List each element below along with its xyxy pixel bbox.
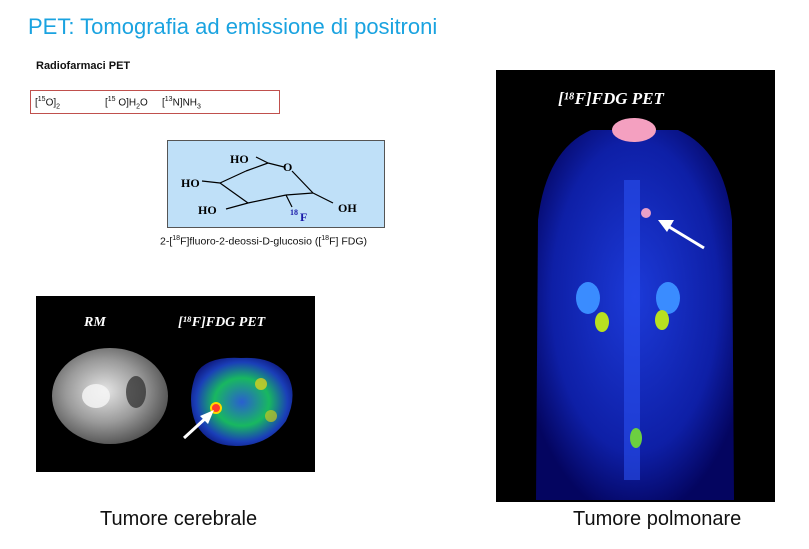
body-scan-svg: [¹⁸F]FDG PET: [536, 89, 734, 500]
brain-uptake: [612, 118, 656, 142]
ring-oxygen-label: O: [283, 160, 292, 174]
tracer-oxygen: [15O]2: [35, 96, 61, 111]
tracer-ammonia: [13N]NH3: [162, 96, 201, 111]
right-kidney-hotspot: [655, 310, 669, 330]
fdg-caption: 2-[18F]fluoro-2-deossi-D-glucosio ([18F]…: [160, 235, 367, 248]
tracer-water: [15 O]H2O: [105, 96, 148, 111]
brain-scan-svg: RM [¹⁸F]FDG PET: [52, 315, 293, 446]
lung-tumor-label: Tumore polmonare: [573, 508, 742, 530]
spine-uptake: [624, 180, 640, 480]
arrow-head-icon: [658, 220, 674, 232]
rm-label: RM: [83, 315, 106, 330]
ho-bottom-label: HO: [198, 203, 217, 217]
arrow-head-icon: [200, 410, 214, 424]
fluorine-label: F: [300, 210, 307, 224]
arrow-shaft: [665, 223, 705, 250]
section-heading: Radiofarmaci PET: [36, 60, 131, 72]
pet-label-brain: [¹⁸F]FDG PET: [178, 315, 267, 330]
pet-label-body: [¹⁸F]FDG PET: [558, 89, 665, 108]
left-kidney: [576, 282, 600, 314]
mri-ventricle: [126, 376, 146, 408]
ring-bonds: [201, 156, 334, 210]
bladder-uptake: [630, 428, 642, 448]
right-kidney: [656, 282, 680, 314]
ho-left-label: HO: [181, 176, 200, 190]
fdg-molecule: HO O HO HO OH 18 F: [181, 152, 357, 224]
fdg-structure-diagram: HO O HO HO OH 18 F: [167, 140, 385, 228]
ho-top-label: HO: [230, 152, 249, 166]
pet-brain-slice: [191, 357, 293, 446]
pet-uptake-spot: [255, 378, 267, 390]
pet-uptake-spot: [265, 410, 277, 422]
oh-right-label: OH: [338, 201, 357, 215]
tracer-formula-box: [15O]2 [15 O]H2O [13N]NH3: [30, 90, 280, 114]
brain-scan-image: RM [¹⁸F]FDG PET: [36, 296, 315, 472]
lung-tumor-hotspot: [641, 208, 651, 218]
mri-lesion: [82, 384, 110, 408]
brain-tumor-label: Tumore cerebrale: [100, 508, 258, 530]
page-title: PET: Tomografia ad emissione di positron…: [28, 14, 438, 39]
f18-mass-label: 18: [290, 208, 298, 217]
left-kidney-hotspot: [595, 312, 609, 332]
body-scan-image: [¹⁸F]FDG PET: [496, 70, 775, 502]
